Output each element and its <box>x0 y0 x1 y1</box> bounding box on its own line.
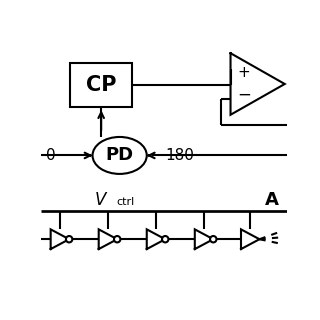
Polygon shape <box>51 229 69 249</box>
Text: −: − <box>237 86 251 104</box>
Text: ctrl: ctrl <box>116 197 134 207</box>
Text: V: V <box>95 191 106 209</box>
Text: +: + <box>238 65 251 80</box>
Text: 0: 0 <box>46 148 55 163</box>
Circle shape <box>162 236 168 243</box>
Text: 180: 180 <box>165 148 195 163</box>
Bar <box>70 63 132 108</box>
Polygon shape <box>230 53 285 115</box>
Circle shape <box>210 236 217 243</box>
Text: CP: CP <box>86 75 116 95</box>
Polygon shape <box>195 229 213 249</box>
Circle shape <box>114 236 120 243</box>
Ellipse shape <box>92 137 147 174</box>
Polygon shape <box>147 229 165 249</box>
Polygon shape <box>99 229 117 249</box>
Text: $\mathbf{A}$: $\mathbf{A}$ <box>264 191 280 209</box>
Text: PD: PD <box>106 147 134 164</box>
Circle shape <box>66 236 72 243</box>
Polygon shape <box>241 229 260 249</box>
